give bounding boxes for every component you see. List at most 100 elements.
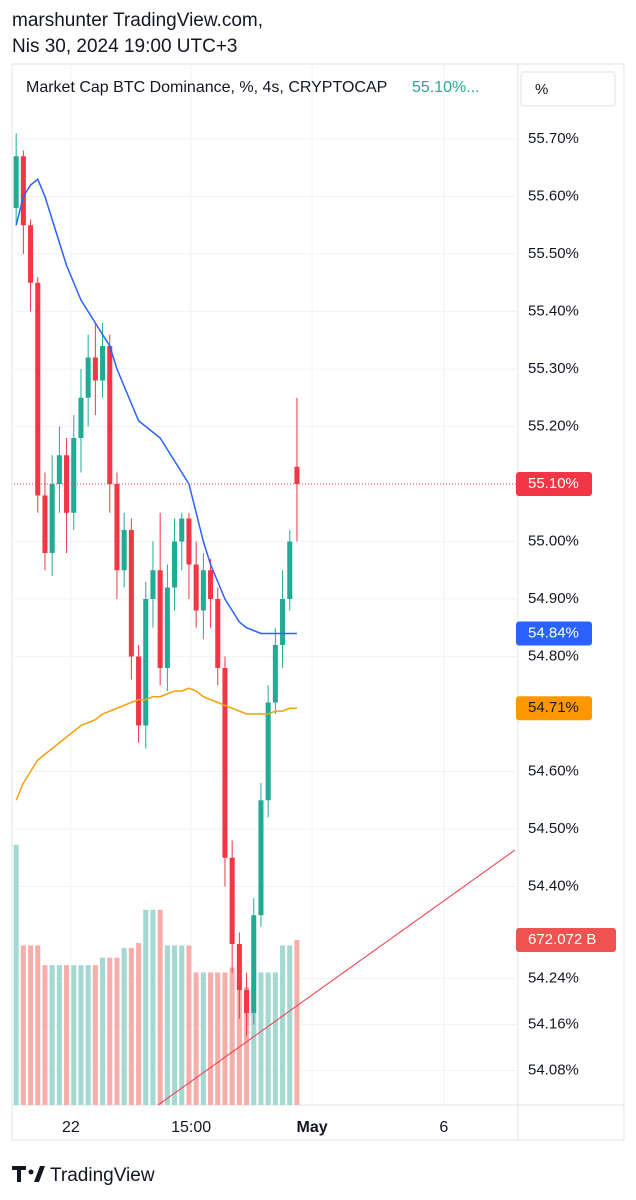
candle-body [186, 518, 192, 565]
candle-body [49, 484, 55, 553]
candle-body [258, 800, 264, 916]
volume-bar [172, 945, 178, 1105]
volume-bar [186, 945, 192, 1105]
volume-bar [265, 972, 271, 1105]
volume-badge-label: 672.072 B [528, 931, 596, 948]
candle-body [287, 541, 293, 599]
volume-bar [294, 940, 300, 1105]
volume-bar [258, 972, 264, 1105]
price-badge-label: 55.10% [528, 475, 579, 492]
candle-body [136, 656, 142, 726]
candle-body [114, 484, 120, 571]
date: Nis 30, 2024 19:00 UTC+3 [12, 36, 238, 57]
candle-body [13, 156, 19, 208]
volume-bar [78, 965, 84, 1105]
candle-body [35, 282, 41, 496]
candle-body [164, 587, 170, 668]
candle-body [172, 541, 178, 588]
candle-body [85, 357, 91, 398]
volume-bar [193, 972, 199, 1105]
candle-body [64, 455, 70, 513]
candle-body [92, 357, 98, 381]
y-tick-label: 55.00% [528, 532, 579, 549]
y-tick-label: 55.60% [528, 187, 579, 204]
candle-body [128, 530, 134, 657]
volume-bar [71, 965, 77, 1105]
volume-bar [157, 909, 163, 1105]
y-tick-label: 55.40% [528, 302, 579, 319]
candle-body [200, 570, 206, 611]
volume-bar [128, 947, 134, 1105]
y-tick-label: 55.20% [528, 417, 579, 434]
volume-bar [100, 957, 106, 1105]
legend-last: 55.10%... [412, 79, 480, 96]
volume-bar [28, 945, 34, 1105]
x-tick-label: 15:00 [171, 1119, 211, 1136]
candle-body [157, 570, 163, 668]
volume-bar [251, 972, 257, 1105]
price-badge-label: 54.84% [528, 624, 579, 641]
volume-bar [42, 965, 48, 1105]
candle-body [236, 944, 242, 990]
volume-bar [143, 909, 149, 1105]
volume-bar [164, 945, 170, 1105]
candle-body [179, 518, 185, 542]
y-tick-label: 55.30% [528, 360, 579, 377]
legend-symbol: Market Cap BTC Dominance, %, 4s, CRYPTOC… [26, 79, 387, 96]
candle-body [42, 495, 48, 553]
volume-bar [229, 967, 235, 1105]
price-badge [516, 472, 592, 496]
volume-bar [222, 972, 228, 1105]
candle-body [107, 346, 113, 484]
volume-bar [85, 965, 91, 1105]
volume-bar [287, 945, 293, 1105]
candle-body [28, 225, 34, 283]
brand-logo [12, 1166, 45, 1182]
scale-button-label[interactable]: % [535, 81, 548, 98]
candle-body [121, 530, 127, 571]
candle-body [272, 645, 278, 703]
candle-body [294, 466, 300, 484]
volume-bar [56, 965, 62, 1105]
price-badge [516, 621, 592, 646]
volume-bar [179, 945, 185, 1105]
volume-bar [200, 972, 206, 1105]
candle-body [215, 599, 221, 668]
y-tick-label: 55.50% [528, 245, 579, 262]
y-tick-label: 55.70% [528, 130, 579, 147]
price-badge-label: 54.71% [528, 699, 579, 716]
volume-bar [121, 947, 127, 1105]
volume-bar [92, 965, 98, 1105]
moving-average-line [15, 178, 297, 635]
price-badge [516, 696, 592, 721]
y-tick-label: 54.50% [528, 820, 579, 837]
author: marshunter TradingView.com, [12, 10, 263, 31]
candle-body [208, 570, 214, 599]
volume-bar [215, 972, 221, 1105]
x-tick-label: 22 [62, 1119, 80, 1136]
volume-bar [114, 957, 120, 1105]
volume-bar [208, 972, 214, 1105]
moving-average-line [15, 687, 297, 801]
y-tick-label: 54.90% [528, 590, 579, 607]
x-tick-label: May [297, 1119, 328, 1136]
volume-bar [272, 972, 278, 1105]
volume-bar [64, 965, 70, 1105]
candle-body [143, 599, 149, 726]
candle-body [193, 564, 199, 611]
candle-body [100, 346, 106, 381]
y-tick-label: 54.80% [528, 647, 579, 664]
candle-body [229, 857, 235, 944]
scale-button[interactable] [520, 71, 616, 107]
trend-line [157, 849, 516, 1106]
volume-bar [49, 965, 55, 1105]
y-tick-label: 54.40% [528, 877, 579, 894]
candle-body [280, 599, 286, 645]
volume-bar [236, 979, 242, 1105]
volume-bar [13, 844, 19, 1105]
candle-body [56, 455, 62, 484]
y-tick-label: 54.60% [528, 762, 579, 779]
candle-body [71, 438, 77, 513]
